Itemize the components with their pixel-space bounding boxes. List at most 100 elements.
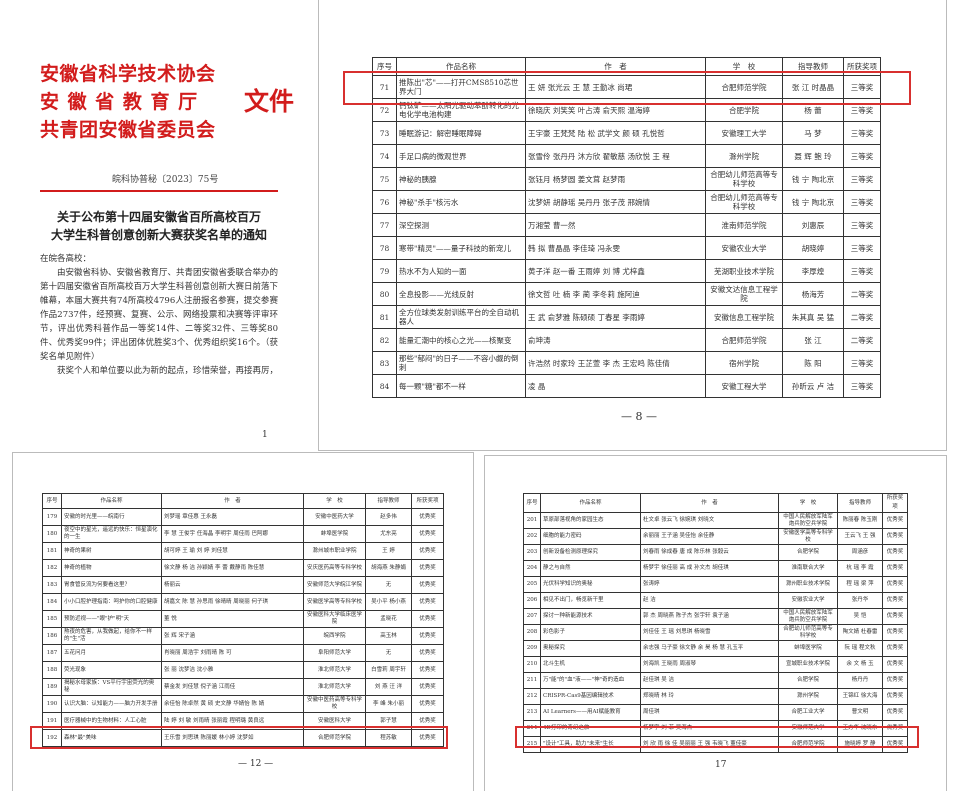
cell-award: 优秀奖 <box>882 704 908 721</box>
doc-number: 皖科协普秘〔2023〕75号 <box>112 175 219 185</box>
table-row: 203 创新设备检测原理探究 刘春雨 徐成春 唐 成 陈乐林 张毅云 合肥学院 周涵彦优… <box>523 544 908 561</box>
table-row: 215 "设计"工具，助力"未来"生长刘 欣 雨 徐 佳 吴丽丽 王 强 韦晓飞 … <box>523 736 908 753</box>
cell-seq: 78 <box>372 236 397 260</box>
cell-authors: 李 慧 王俊宇 任海晶 李明宇 周佳雨 巴阿娜 <box>161 525 304 543</box>
notice-body: 在皖各高校： 由安徽省科协、安徽省教育厅、共青团安徽省委联合举办的第十四届安徽省… <box>40 252 278 378</box>
table-row: 75 神秘的胰腺 张钰月 杨梦圆 姜文茸 赵梦雨 合肥幼儿师范高等专科学校钱 宁 陶北… <box>372 167 881 191</box>
cell-seq: 203 <box>523 544 541 561</box>
cell-award: 三等奖 <box>843 144 881 168</box>
cell-seq: 187 <box>42 644 62 662</box>
page-number: 17 <box>715 760 727 770</box>
paragraph: 获奖个人和单位要以此为新的起点，珍惜荣誉，再接再厉， <box>57 366 279 376</box>
cell-seq: 83 <box>372 351 397 375</box>
table-row: 205 光伏科学知识的奥秘 张涛婷 滁州职业技术学院程 瑶 梁 萍优秀奖 <box>523 576 908 593</box>
table-row: 208 彩色影子 刘佳佳 王 瑶 刘思琪 杨晓雪 合肥幼儿师范高等专科学校 陶文婧 杜春… <box>523 624 908 641</box>
cell-seq: 75 <box>372 167 397 191</box>
cell-award: 优秀奖 <box>411 559 444 577</box>
highlight-box <box>515 726 919 748</box>
cell-seq: 213 <box>523 704 541 721</box>
cell-advisor: 刘惠辰 <box>782 213 844 237</box>
cell-advisor: 张 江 <box>782 328 844 352</box>
table-row: 187 五花问月 肖晓丽 周浩宇 刘雨晴 陈 可阜阳师范大学无优秀奖 <box>42 644 444 662</box>
cell-seq: 202 <box>523 528 541 545</box>
cell-advisor: 聂 辉 鲍 玲 <box>782 144 844 168</box>
cell-seq: 80 <box>372 282 397 306</box>
cell-seq: 201 <box>523 512 541 529</box>
cell-authors: 杨梦宇 徐佳丽 高 成 孙文杰 胡佳琪 <box>640 560 779 577</box>
cell-authors: 刘佳佳 王 瑶 刘思琪 杨晓雪 <box>640 624 779 641</box>
cell-title: 神秘的胰腺 <box>396 167 526 191</box>
cell-seq: 77 <box>372 213 397 237</box>
table-row: 188 荧光现象张 丽 沈梦洁 沈小雅 淮北师范大学 白雪莉 周宇轩 优秀奖 <box>42 661 444 679</box>
cell-authors: 余志强 马子豪 徐文静 余 昊 杨 慧 孔玉平 <box>640 640 779 657</box>
cell-award: 三等奖 <box>843 259 881 283</box>
cell-school: 安徽中医药高等专科学校 <box>303 695 366 713</box>
cell-school: 合肥幼儿师范高等专科学校 <box>705 190 783 214</box>
cell-authors: 王 妍 张光云 王 慧 王勤冰 尚珺 <box>525 75 706 99</box>
table-row: 185 预防近视——"眼"护"明"天董 悦安徽医科大学临床医学院 孟晓花 优秀奖 <box>42 610 444 628</box>
table-row: 190 认识大脑：认知能力——脑力开发手册 余佳怡 陈卓然 黄 硕 史文静 华婧怡 … <box>42 695 444 713</box>
cell-title: 寒带"精灵"——量子科技的新宠儿 <box>396 236 526 260</box>
cell-authors: 杨丽云 <box>161 576 304 594</box>
cell-advisor: 陈丽春 陈玉刚 <box>837 512 883 529</box>
cell-authors: 张雪伶 张丹丹 沐方欣 翟敏慈 汤欣悦 王 程 <box>525 144 706 168</box>
cell-title: 相见不出门，畅览新干里 <box>540 592 641 609</box>
cell-authors: 刘春雨 徐成春 唐 成 陈乐林 张毅云 <box>640 544 779 561</box>
cell-title: 深空探测 <box>396 213 526 237</box>
table-row: 181 神奇的果树 胡可婷 王 瑜 刘 婷 刘佳慧 滁州城市职业学院王 婷优秀奖 <box>42 542 444 560</box>
column-header-authors: 作 者 <box>161 493 304 509</box>
cell-school: 安徽医学高等专科学校 <box>303 593 366 611</box>
cell-award: 二等奖 <box>843 328 881 352</box>
cell-title: 热水不为人知的一面 <box>396 259 526 283</box>
cell-title: 神秘"杀手"核污水 <box>396 190 526 214</box>
cell-advisor: 曹文明 <box>837 704 883 721</box>
cell-school: 滁州学院 <box>705 144 783 168</box>
cell-advisor: 无 <box>365 644 412 662</box>
highlight-box <box>343 71 911 105</box>
cell-advisor: 王云飞 王 强 <box>837 528 883 545</box>
table-row: 83 那些"郁闷"的日子——不容小觑的倒刺 许浩然 时家玲 王芷萱 李 杰 王宏鸣 … <box>372 351 881 375</box>
page-number: — 8 — <box>621 410 657 423</box>
cell-advisor: 刘 燕 汪 洋 <box>365 678 412 696</box>
cell-school: 安徽农业大学 <box>705 236 783 260</box>
cell-school: 淮北师范大学 <box>303 661 366 679</box>
table-row: 82 能量汇潮中的核心之光——核聚变 俞坤涛 合肥师范学院张 江二等奖 <box>372 328 881 352</box>
cell-authors: 余丽丽 王子涵 吴佳怡 余佳静 <box>640 528 779 545</box>
cell-title: 探讨一种新能源技术 <box>540 608 641 625</box>
cell-authors: 赵 洁 <box>640 592 779 609</box>
cell-authors: 郭 杰 周晓燕 陈子杰 张宇轩 袁子涵 <box>640 608 779 625</box>
cell-award: 优秀奖 <box>411 610 444 628</box>
cell-seq: 189 <box>42 678 62 696</box>
cell-award: 优秀奖 <box>411 525 444 543</box>
cell-school: 皖西学院 <box>303 627 366 645</box>
cell-school: 合肥学院 <box>778 544 838 561</box>
cell-seq: 183 <box>42 576 62 594</box>
cell-title: 认识大脑：认知能力——脑力开发手册 <box>61 695 162 713</box>
cell-seq: 181 <box>42 542 62 560</box>
results-table-page-8: 序号 作品名称作 者学 校指导教师 所获奖项 71 推陈出"芯"——打开CMS8510芯… <box>372 57 881 398</box>
table-row: 179 安徽的时光里——皖南行 刘梦瑶 章佳惠 王永磊 安徽中医药大学 赵多伟 优秀奖 <box>42 508 444 526</box>
cell-school: 蚌埠医学院 <box>778 640 838 657</box>
results-table-page-12: 序号 作品名称作 者学 校指导教师 所获奖项 179 安徽的时光里——皖南行 刘梦瑶 章佳… <box>42 493 444 747</box>
cell-advisor: 高玉林 <box>365 627 412 645</box>
cell-award: 优秀奖 <box>882 688 908 705</box>
cell-advisor: 余 文 杨 玉 <box>837 656 883 673</box>
cell-school: 淮南联合大学 <box>778 560 838 577</box>
column-header-award: 所获奖项 <box>882 493 908 513</box>
cell-advisor: 钱 宁 陶北京 <box>782 190 844 214</box>
cell-seq: 180 <box>42 525 62 543</box>
table-row: 192 森林"最"美味 王乐雪 刘思琪 陈丽媛 林小婷 沈梦如 合肥师范学院 程苏敏 优秀… <box>42 729 444 747</box>
cell-award: 优秀奖 <box>411 627 444 645</box>
cell-award: 优秀奖 <box>411 593 444 611</box>
cell-award: 优秀奖 <box>882 544 908 561</box>
column-header-title: 作品名称 <box>61 493 162 509</box>
cell-school: 宣城职业技术学院 <box>778 656 838 673</box>
cell-advisor: 孟晓花 <box>365 610 412 628</box>
cell-authors: 张钰月 杨梦圆 姜文茸 赵梦雨 <box>525 167 706 191</box>
cell-advisor: 杭 瑶 李 霞 <box>837 560 883 577</box>
cell-authors: 王宇豪 王梵梵 陆 松 武学文 颜 硕 孔悦哲 <box>525 121 706 145</box>
cell-award: 优秀奖 <box>882 672 908 689</box>
cell-school: 合肥幼儿师范高等专科学校 <box>705 167 783 191</box>
cell-school: 蚌埠医学院 <box>303 525 366 543</box>
cell-authors: 董 悦 <box>161 610 304 628</box>
